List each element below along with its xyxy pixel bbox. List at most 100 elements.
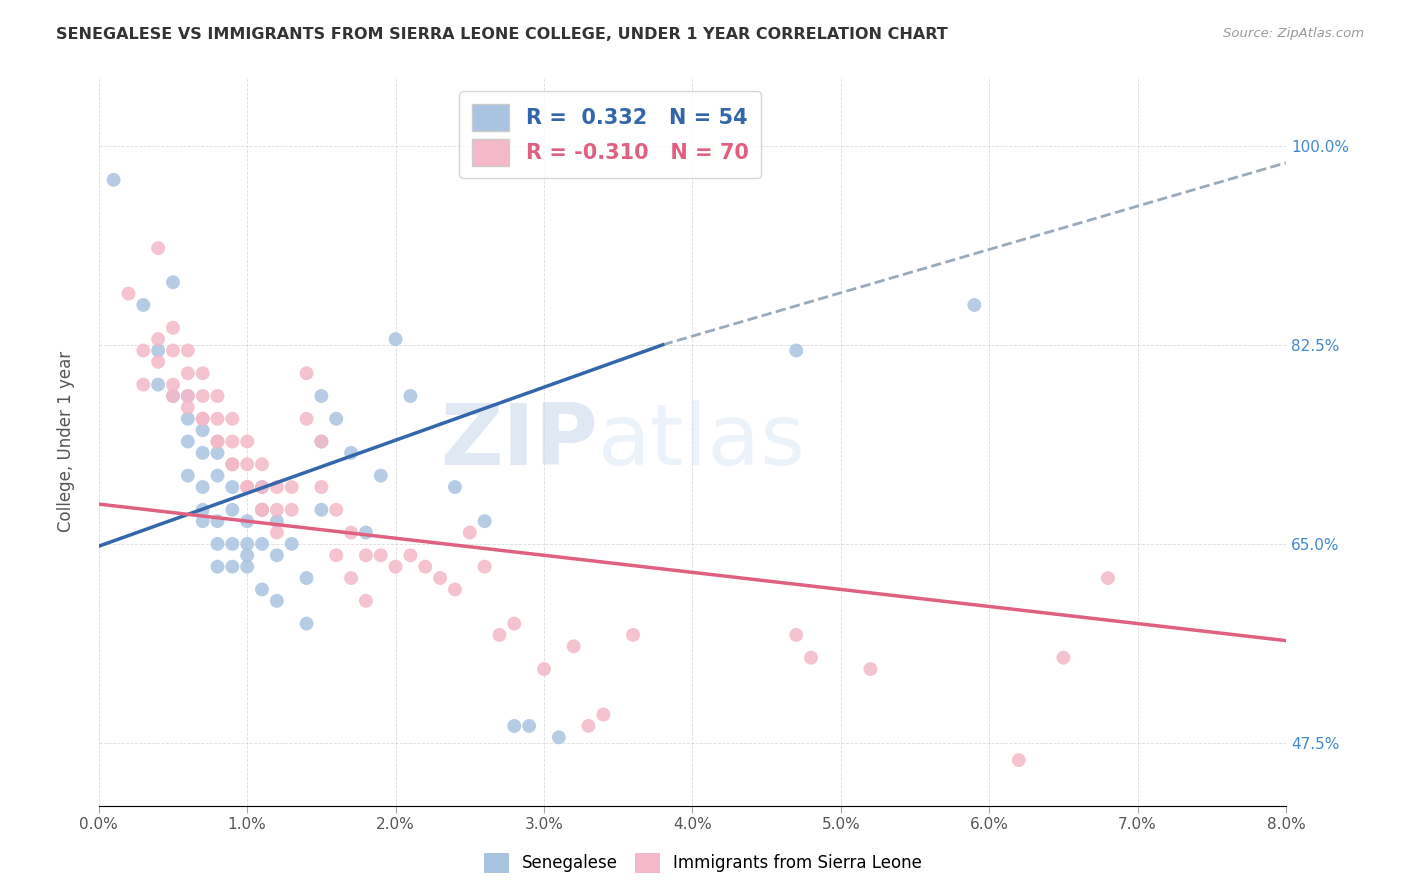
Point	[325, 503, 347, 517]
Point	[221, 503, 243, 517]
Point	[207, 411, 229, 425]
Point	[399, 389, 422, 403]
Point	[354, 594, 377, 608]
Point	[191, 411, 214, 425]
Legend: R =  0.332   N = 54, R = -0.310   N = 70: R = 0.332 N = 54, R = -0.310 N = 70	[460, 92, 762, 178]
Point	[266, 549, 288, 563]
Point	[340, 571, 363, 585]
Point	[191, 503, 214, 517]
Point	[250, 537, 273, 551]
Text: SENEGALESE VS IMMIGRANTS FROM SIERRA LEONE COLLEGE, UNDER 1 YEAR CORRELATION CHA: SENEGALESE VS IMMIGRANTS FROM SIERRA LEO…	[56, 27, 948, 42]
Point	[162, 389, 184, 403]
Point	[221, 411, 243, 425]
Point	[370, 468, 392, 483]
Point	[592, 707, 614, 722]
Point	[236, 480, 259, 494]
Point	[146, 377, 169, 392]
Point	[177, 434, 200, 449]
Y-axis label: College, Under 1 year: College, Under 1 year	[58, 351, 75, 533]
Point	[517, 719, 540, 733]
Point	[250, 582, 273, 597]
Point	[146, 343, 169, 358]
Point	[236, 549, 259, 563]
Point	[191, 366, 214, 380]
Point	[250, 503, 273, 517]
Point	[370, 549, 392, 563]
Point	[250, 480, 273, 494]
Point	[399, 549, 422, 563]
Point	[177, 389, 200, 403]
Point	[236, 537, 259, 551]
Point	[458, 525, 481, 540]
Point	[280, 480, 302, 494]
Point	[191, 480, 214, 494]
Point	[354, 549, 377, 563]
Text: ZIP: ZIP	[440, 400, 598, 483]
Point	[474, 559, 496, 574]
Point	[207, 537, 229, 551]
Point	[177, 401, 200, 415]
Point	[354, 525, 377, 540]
Point	[177, 468, 200, 483]
Point	[785, 343, 807, 358]
Point	[340, 525, 363, 540]
Point	[236, 457, 259, 471]
Point	[191, 446, 214, 460]
Point	[250, 457, 273, 471]
Point	[621, 628, 644, 642]
Point	[295, 616, 318, 631]
Point	[562, 640, 585, 654]
Point	[132, 343, 155, 358]
Point	[384, 332, 406, 346]
Point	[1008, 753, 1031, 767]
Point	[221, 480, 243, 494]
Text: Source: ZipAtlas.com: Source: ZipAtlas.com	[1223, 27, 1364, 40]
Point	[266, 525, 288, 540]
Point	[207, 514, 229, 528]
Point	[221, 537, 243, 551]
Text: atlas: atlas	[598, 400, 806, 483]
Point	[162, 389, 184, 403]
Point	[311, 434, 333, 449]
Point	[1052, 650, 1074, 665]
Point	[325, 411, 347, 425]
Point	[132, 377, 155, 392]
Point	[191, 389, 214, 403]
Point	[311, 503, 333, 517]
Point	[191, 411, 214, 425]
Point	[444, 582, 467, 597]
Point	[413, 559, 436, 574]
Point	[295, 411, 318, 425]
Point	[266, 503, 288, 517]
Point	[280, 537, 302, 551]
Point	[800, 650, 823, 665]
Point	[266, 480, 288, 494]
Point	[250, 503, 273, 517]
Point	[162, 275, 184, 289]
Point	[191, 423, 214, 437]
Point	[177, 343, 200, 358]
Point	[311, 480, 333, 494]
Point	[103, 173, 125, 187]
Point	[311, 389, 333, 403]
Point	[207, 434, 229, 449]
Point	[488, 628, 510, 642]
Point	[503, 616, 526, 631]
Point	[207, 446, 229, 460]
Point	[221, 457, 243, 471]
Point	[132, 298, 155, 312]
Point	[221, 457, 243, 471]
Point	[146, 355, 169, 369]
Point	[384, 559, 406, 574]
Point	[146, 332, 169, 346]
Point	[533, 662, 555, 676]
Point	[474, 514, 496, 528]
Point	[191, 514, 214, 528]
Point	[207, 434, 229, 449]
Point	[207, 559, 229, 574]
Point	[146, 241, 169, 255]
Legend: Senegalese, Immigrants from Sierra Leone: Senegalese, Immigrants from Sierra Leone	[477, 847, 929, 880]
Point	[236, 559, 259, 574]
Point	[236, 434, 259, 449]
Point	[177, 411, 200, 425]
